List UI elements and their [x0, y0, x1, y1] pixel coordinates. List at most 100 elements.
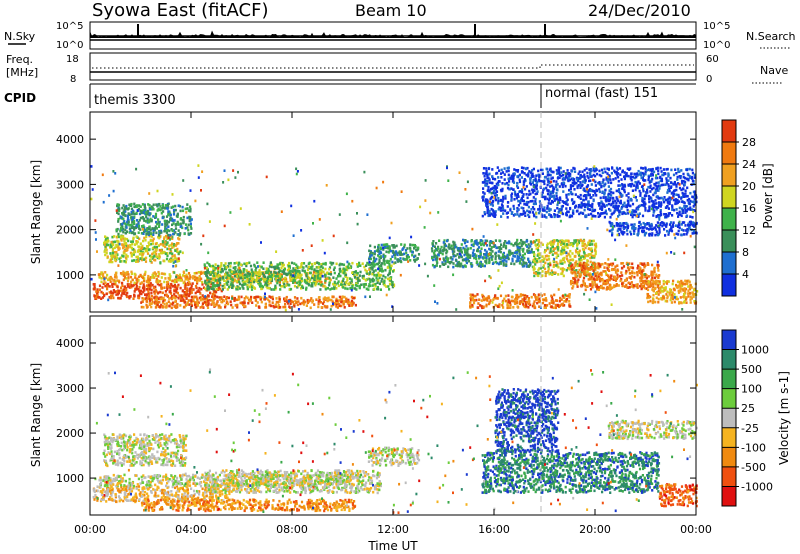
rti-cell [544, 304, 547, 307]
rti-cell [108, 278, 111, 281]
rti-cell [350, 278, 353, 281]
rti-cell [658, 280, 661, 283]
rti-cell [445, 244, 448, 248]
rti-cell [555, 180, 558, 183]
rti-cell [534, 306, 537, 309]
rti-cell [94, 296, 97, 299]
rti-cell [452, 252, 455, 256]
rti-cell [249, 282, 252, 286]
rti-cell [574, 249, 578, 252]
rti-cell [657, 293, 660, 296]
rti-cell [106, 255, 109, 258]
rti-cell [162, 250, 166, 254]
rti-cell [214, 266, 218, 270]
rti-cell [160, 285, 163, 289]
rti-cell [370, 254, 373, 257]
rti-cell [179, 209, 182, 213]
rti-cell [187, 232, 190, 235]
rti-cell [113, 246, 116, 250]
rti-cell [467, 253, 470, 256]
rti-cell [604, 282, 607, 286]
rti-cell [315, 280, 318, 284]
rti-cell [122, 288, 125, 292]
rti-cell [501, 253, 505, 256]
rti-cell [168, 244, 171, 247]
rti-cell [141, 300, 144, 303]
rti-cell [122, 221, 125, 225]
rti-cell [544, 306, 547, 309]
rti-cell [477, 264, 481, 268]
rti-cell [300, 262, 303, 266]
rti-cell [177, 276, 180, 279]
rti-cell [124, 231, 128, 235]
rti-cell [458, 255, 461, 259]
rti-cell [516, 257, 519, 260]
rti-cell [254, 279, 257, 283]
rti-cell [125, 226, 128, 229]
rti-cell [125, 230, 129, 233]
rti-cell [558, 215, 561, 218]
rti-cell [672, 279, 675, 283]
rti-cell [349, 301, 352, 305]
rti-cell [216, 288, 219, 291]
rti-cell [124, 214, 127, 217]
rti-cell [523, 252, 526, 256]
rti-cell [578, 239, 581, 243]
rti-cell [684, 224, 687, 227]
rti-cell [159, 231, 162, 235]
rti-cell [590, 247, 593, 250]
rti-cell [163, 298, 167, 302]
rti-cell [175, 274, 178, 277]
rti-cell [472, 254, 475, 257]
rti-cell [328, 281, 331, 285]
rti-cell [144, 209, 147, 212]
rti-cell [544, 274, 547, 278]
right-tick-top: 10^5 [703, 21, 730, 32]
rti-cell [160, 272, 164, 275]
rti-cell [529, 245, 532, 248]
rti-cell [339, 274, 342, 278]
rti-cell [665, 282, 669, 285]
rti-cell [165, 283, 169, 287]
rti-cell [507, 300, 510, 304]
rti-cell [130, 272, 133, 275]
rti-cell [628, 272, 631, 275]
rti-cell [213, 272, 216, 276]
rti-cell [180, 296, 183, 300]
rti-cell [403, 245, 406, 249]
rti-cell [441, 261, 444, 264]
rti-cell [347, 266, 350, 270]
rti-cell [692, 292, 695, 296]
rti-cell [527, 243, 530, 246]
rti-cell [661, 221, 664, 224]
rti-cell [546, 246, 549, 249]
rti-cell [608, 229, 611, 233]
freq-tick-top: 18 [66, 54, 79, 65]
rti-cell [130, 240, 133, 243]
rti-cell [307, 275, 310, 279]
rti-cell [143, 219, 146, 222]
rti-cell [629, 266, 632, 269]
rti-cell [448, 261, 451, 264]
rti-cell [300, 286, 303, 290]
rti-cell [121, 292, 124, 295]
rti-cell [604, 270, 607, 273]
rti-cell [640, 283, 643, 286]
rti-cell [534, 272, 537, 275]
rti-cell [269, 278, 272, 281]
rti-cell [658, 226, 661, 229]
rti-cell [105, 276, 108, 280]
rti-cell [567, 259, 571, 263]
rti-cell [224, 304, 227, 307]
rti-cell [335, 305, 338, 308]
rti-cell [122, 212, 125, 216]
rti-cell [663, 289, 666, 292]
rti-cell [620, 277, 623, 281]
rti-cell [189, 207, 192, 211]
rti-cell [109, 246, 112, 249]
rti-cell [117, 232, 120, 236]
rti-cell [536, 296, 539, 299]
rti-cell [290, 278, 293, 281]
rti-cell [536, 258, 539, 261]
rti-cell [375, 273, 378, 277]
